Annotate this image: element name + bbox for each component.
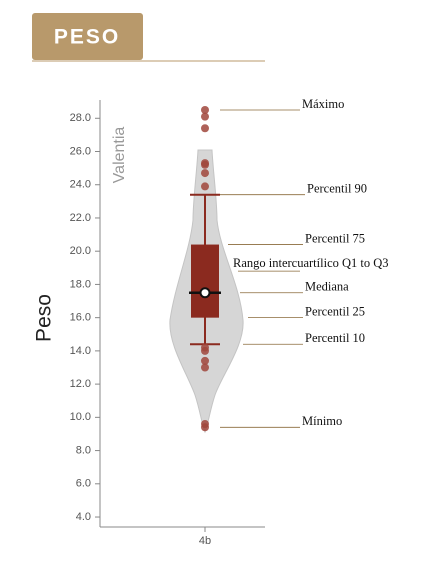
x-tick-label: 4b [199, 535, 211, 547]
annotation: Percentil 90 [307, 182, 367, 196]
y-tick-label: 28.0 [70, 112, 91, 124]
outlier [201, 112, 209, 121]
y-tick-label: 14.0 [70, 345, 91, 357]
y-tick-label: 26.0 [70, 145, 91, 157]
annotation: Rango intercuartílico Q1 to Q3 [233, 256, 389, 270]
annotation: Mediana [305, 280, 349, 294]
outlier [201, 363, 209, 372]
title-box [32, 13, 143, 60]
annotation: Máximo [302, 97, 344, 111]
subtitle: Valentia [111, 127, 128, 184]
y-tick-label: 4.0 [76, 511, 91, 523]
outlier [201, 182, 209, 191]
y-tick-label: 22.0 [70, 212, 91, 224]
annotation: Percentil 75 [305, 231, 365, 245]
y-tick-label: 6.0 [76, 478, 91, 490]
y-tick-label: 10.0 [70, 411, 91, 423]
y-tick-label: 20.0 [70, 245, 91, 257]
outlier [201, 169, 209, 178]
annotation: Mínimo [302, 414, 342, 428]
median-dot [199, 287, 211, 299]
outlier [201, 356, 209, 365]
y-axis-label: Peso [33, 294, 56, 342]
outlier [201, 346, 209, 355]
chart-title: PESO [54, 26, 120, 49]
y-tick-label: 24.0 [70, 179, 91, 191]
y-tick-label: 8.0 [76, 444, 91, 456]
y-tick-label: 16.0 [70, 312, 91, 324]
outlier [201, 423, 209, 432]
outlier [201, 124, 209, 133]
annotation: Percentil 25 [305, 305, 365, 319]
outlier [201, 160, 209, 169]
box [191, 244, 219, 318]
annotation: Percentil 10 [305, 331, 365, 345]
y-tick-label: 18.0 [70, 278, 91, 290]
outlier [201, 105, 209, 114]
y-tick-label: 12.0 [70, 378, 91, 390]
